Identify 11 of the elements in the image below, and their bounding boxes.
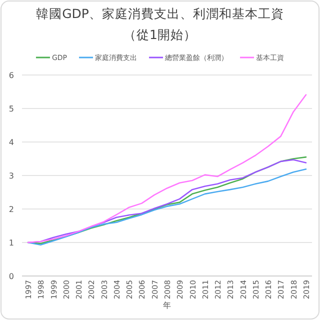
chart-subtitle: （從1開始）: [124, 27, 196, 42]
y-tick-label: 0: [8, 272, 14, 281]
y-tick-label: 1: [8, 238, 14, 248]
x-axis-title: 年: [163, 301, 171, 310]
y-tick-label: 5: [8, 104, 14, 114]
y-tick-label: 4: [8, 138, 14, 147]
y-tick-label: 3: [8, 172, 14, 180]
y-tick-label: 2: [8, 205, 14, 214]
y-tick-label: 6: [8, 71, 14, 80]
line-series: [27, 94, 307, 244]
chart-title: 韓國GDP、家庭消費支出、利潤和基本工資: [36, 6, 284, 21]
